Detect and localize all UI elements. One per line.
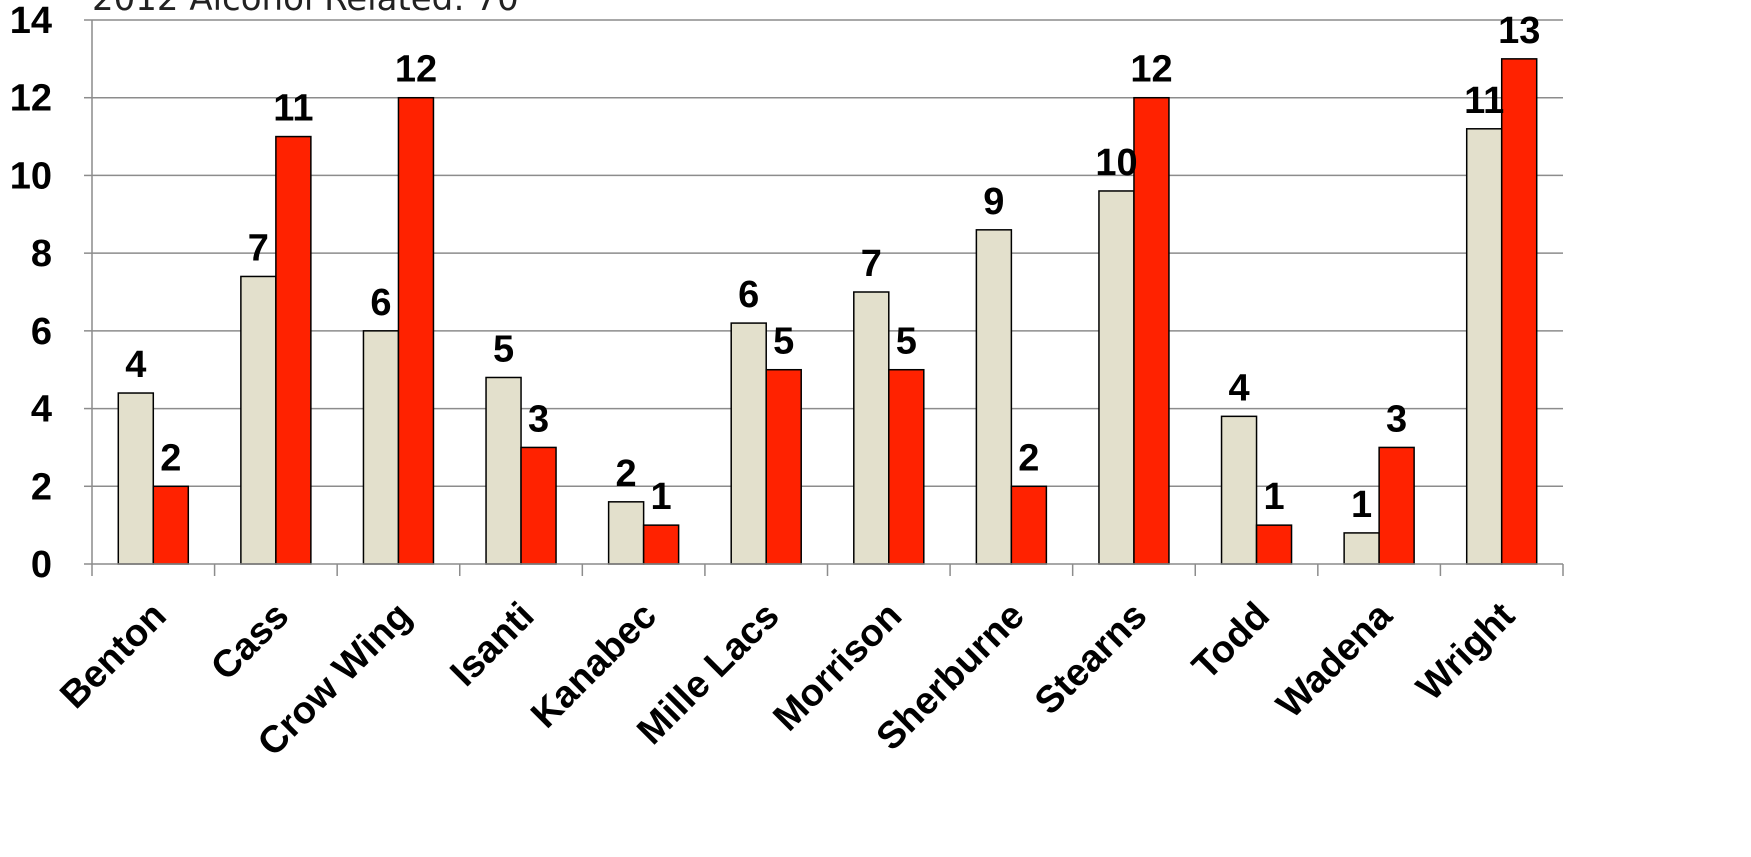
y-tick-label: 10 xyxy=(10,155,52,197)
y-tick-label: 0 xyxy=(31,544,52,586)
bar-morrison-series1 xyxy=(853,291,890,565)
data-label: 3 xyxy=(528,398,549,440)
data-label: 4 xyxy=(1228,367,1249,409)
data-label: 12 xyxy=(1130,49,1172,91)
axes xyxy=(84,19,1564,576)
bar-wright-series1 xyxy=(1465,128,1503,565)
y-tick-label: 6 xyxy=(31,311,52,353)
bar-stearns-series2 xyxy=(1133,96,1170,565)
data-label: 2 xyxy=(1018,437,1039,479)
x-tick-label: Benton xyxy=(52,595,174,717)
data-label: 12 xyxy=(395,49,437,91)
bar-wadena-series2 xyxy=(1378,446,1415,565)
data-label: 5 xyxy=(773,321,794,363)
y-tick-label: 12 xyxy=(10,78,52,120)
bar-cass-series1 xyxy=(240,275,277,565)
bar-sherburne-series2 xyxy=(1010,485,1048,565)
y-axis-ticks: 0 2 4 6 8 10 12 14 xyxy=(10,0,52,586)
bar-todd-series2 xyxy=(1255,524,1293,565)
bar-mille-lacs-series2 xyxy=(765,368,802,565)
data-label: 11 xyxy=(273,88,313,130)
data-label: 9 xyxy=(983,181,1004,223)
bar-crow-wing-series2 xyxy=(397,96,435,565)
bar-mille-lacs-series1 xyxy=(730,322,767,565)
data-label: 2 xyxy=(160,437,181,479)
data-label: 11 xyxy=(1464,80,1504,122)
bar-crow-wing-series1 xyxy=(362,330,400,565)
data-label: 10 xyxy=(1095,142,1137,184)
data-label: 3 xyxy=(1386,398,1407,440)
x-tick-label: Wright xyxy=(1409,594,1524,709)
data-label: 1 xyxy=(651,476,672,518)
x-tick-label: Stearns xyxy=(1027,595,1155,723)
data-label: 5 xyxy=(493,328,514,370)
bars xyxy=(117,58,1538,565)
chart-title: 2012 Alcohol Related: 70 xyxy=(92,0,519,19)
data-label: 1 xyxy=(1263,476,1284,518)
data-label: 6 xyxy=(738,274,759,316)
data-label: 1 xyxy=(1351,484,1372,526)
x-tick-label: Cass xyxy=(203,595,297,689)
data-label: 6 xyxy=(370,282,391,324)
bar-isanti-series1 xyxy=(485,376,522,565)
data-label: 13 xyxy=(1498,10,1540,52)
bar-kanabec-series2 xyxy=(642,524,680,565)
data-label: 7 xyxy=(861,243,882,285)
bar-isanti-series2 xyxy=(520,446,557,565)
bar-kanabec-series1 xyxy=(607,501,645,565)
y-tick-label: 14 xyxy=(10,0,52,42)
data-label: 2 xyxy=(616,453,637,495)
y-tick-label: 8 xyxy=(31,233,52,275)
bar-todd-series1 xyxy=(1220,415,1258,565)
x-tick-label: Todd xyxy=(1185,595,1278,688)
data-label: 7 xyxy=(248,227,269,269)
bar-cass-series2 xyxy=(275,135,312,565)
bar-benton-series2 xyxy=(152,485,190,565)
data-label: 4 xyxy=(125,344,146,386)
bar-stearns-series1 xyxy=(1098,190,1135,565)
data-label: 5 xyxy=(896,321,917,363)
x-tick-label: Isanti xyxy=(443,595,543,695)
y-tick-label: 4 xyxy=(31,389,52,431)
bar-wadena-series1 xyxy=(1343,532,1380,565)
y-tick-label: 2 xyxy=(31,466,52,508)
bar-benton-series1 xyxy=(117,392,155,565)
bar-wright-series2 xyxy=(1500,58,1538,565)
x-tick-label: Wadena xyxy=(1269,594,1401,726)
bar-morrison-series2 xyxy=(888,368,925,565)
gridlines xyxy=(92,19,1563,488)
bar-sherburne-series1 xyxy=(975,229,1013,565)
